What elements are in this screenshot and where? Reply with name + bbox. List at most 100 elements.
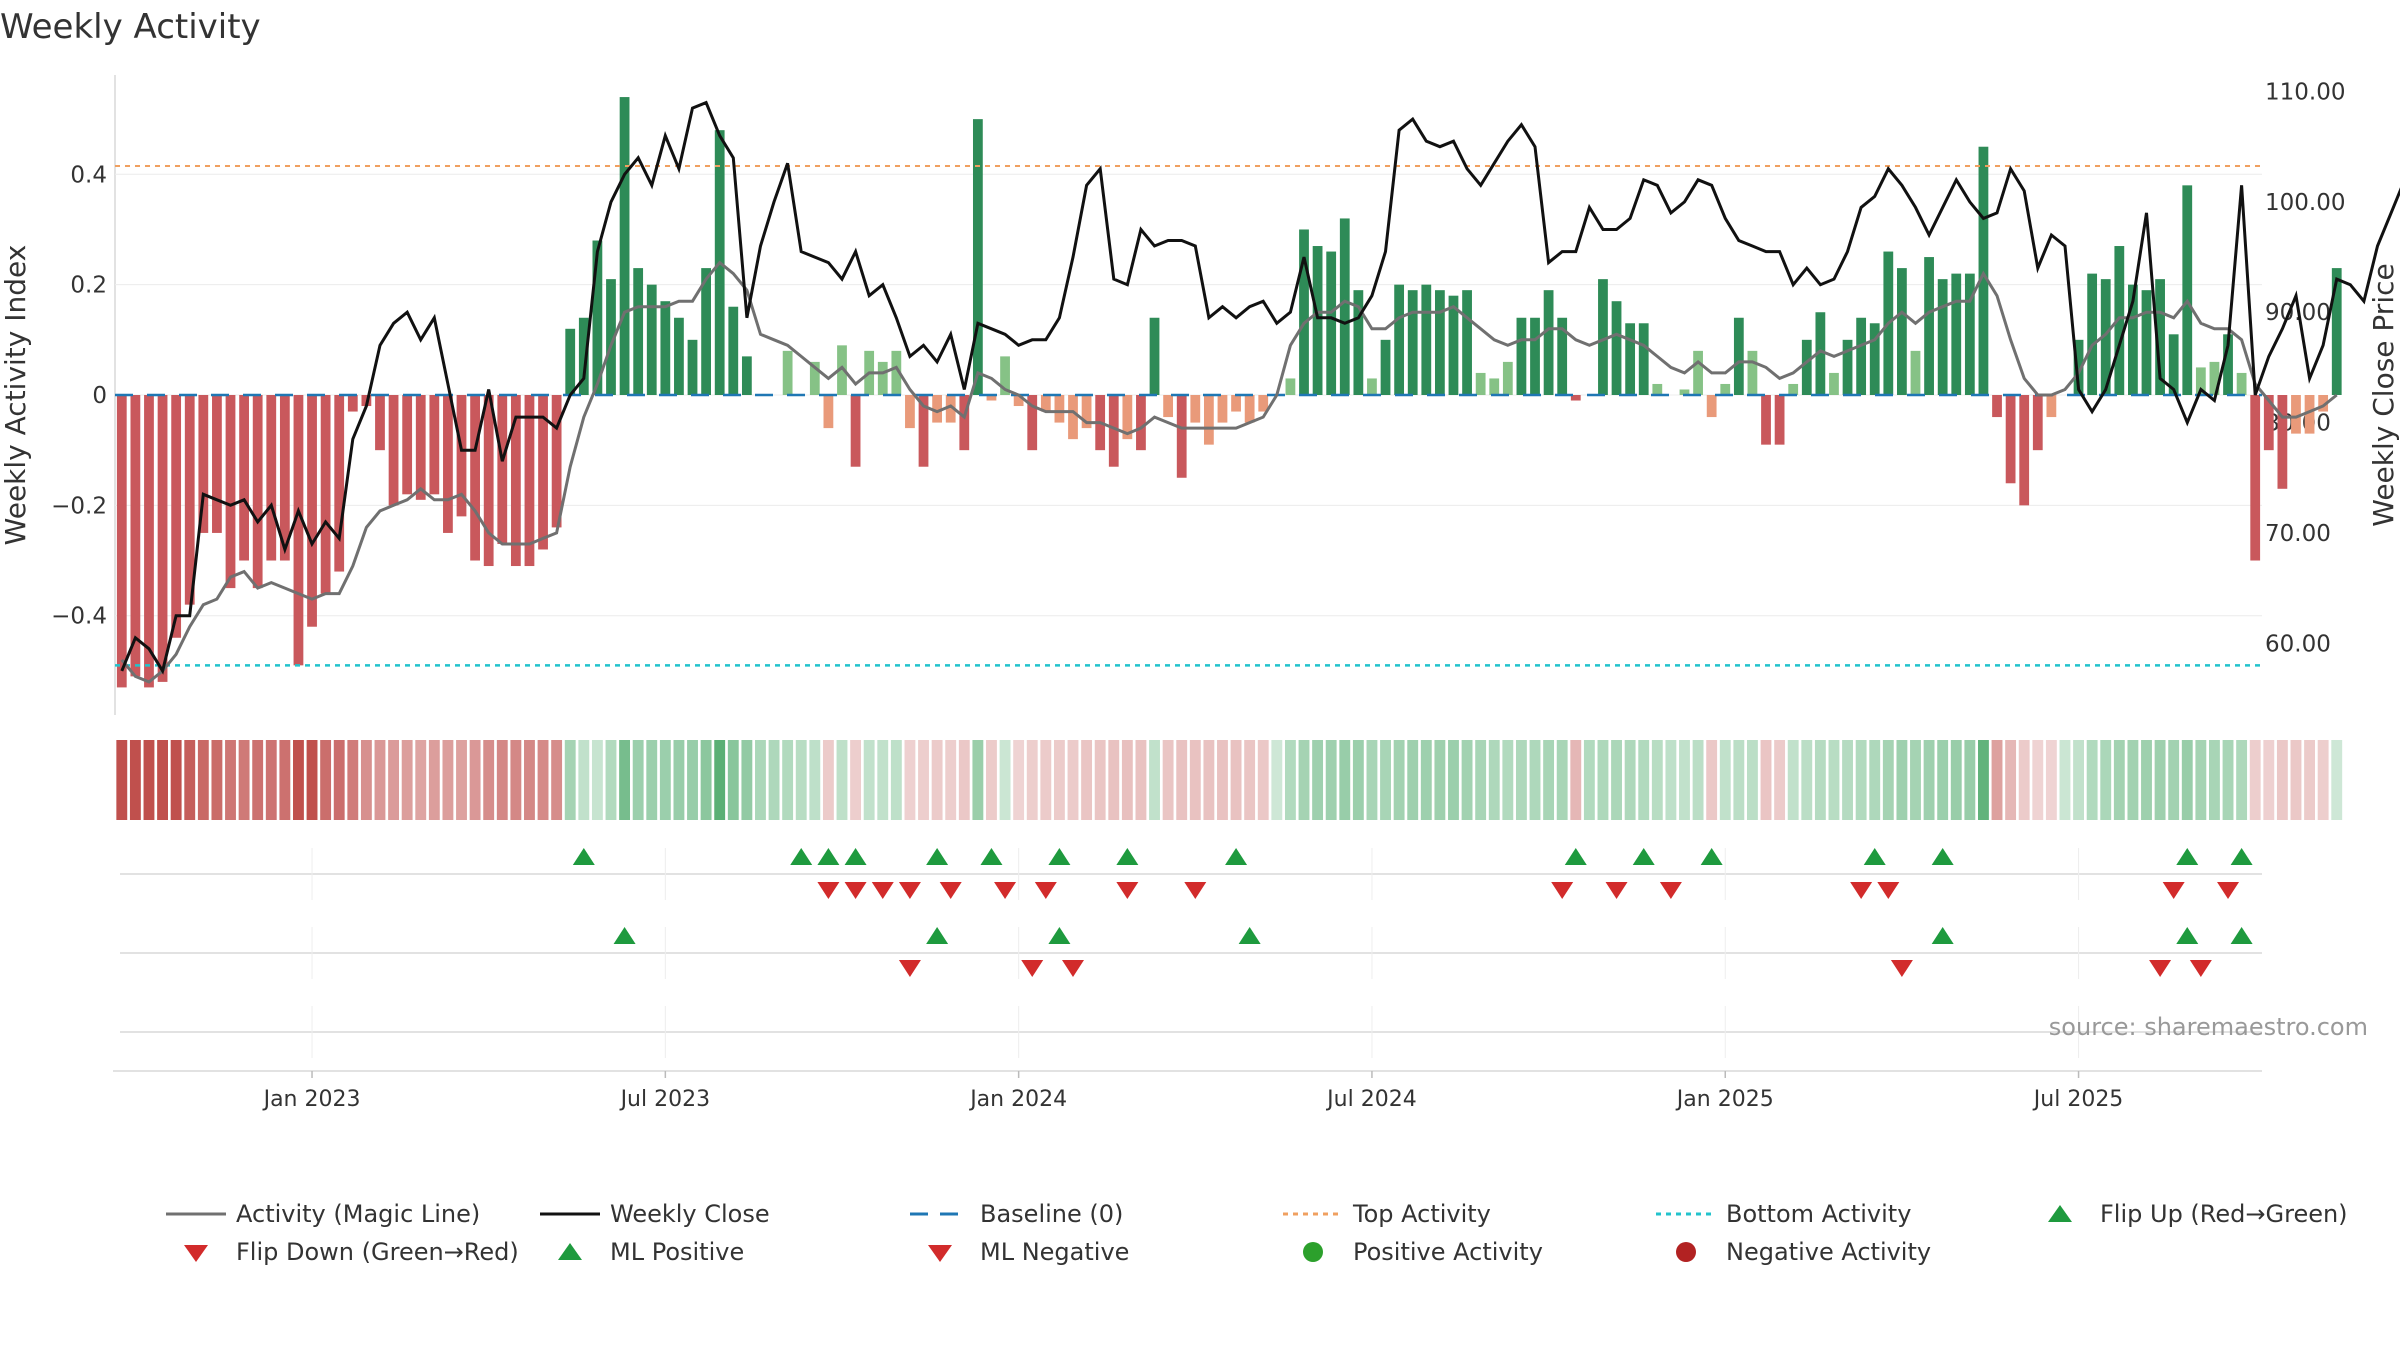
ml-negative-marker bbox=[1061, 960, 1084, 977]
strip-cell bbox=[2032, 740, 2044, 820]
activity-bar bbox=[1598, 279, 1608, 395]
strip-cell bbox=[1896, 740, 1908, 820]
activity-bar bbox=[1801, 339, 1812, 395]
flip-up-marker bbox=[572, 848, 595, 865]
activity-bar bbox=[2263, 395, 2274, 451]
activity-bar bbox=[388, 395, 399, 506]
y-tick-right: 100.00 bbox=[2265, 190, 2345, 216]
activity-bar bbox=[1217, 395, 1228, 423]
strip-cell bbox=[184, 740, 196, 820]
activity-bar bbox=[1897, 268, 1907, 395]
strip-cell bbox=[1339, 740, 1351, 820]
strip-cell bbox=[2141, 740, 2152, 820]
strip-cell bbox=[1869, 740, 1881, 820]
strip-cell bbox=[1991, 740, 2003, 820]
activity-bar bbox=[2195, 367, 2206, 395]
strip-cell bbox=[401, 740, 413, 820]
activity-bar bbox=[945, 395, 956, 423]
activity-bar bbox=[1122, 395, 1133, 440]
magic-line bbox=[120, 260, 2338, 684]
activity-bar bbox=[674, 317, 684, 395]
legend-top-key bbox=[1283, 1202, 1343, 1226]
strip-cell bbox=[1570, 740, 1582, 820]
activity-bar bbox=[116, 395, 127, 688]
strip-cell bbox=[537, 740, 549, 820]
strip-cell bbox=[116, 740, 128, 820]
y-axis-label-left: Weekly Activity Index bbox=[0, 245, 32, 546]
strip-cell bbox=[1366, 740, 1378, 820]
activity-bar bbox=[1652, 383, 1663, 395]
flip-up-marker bbox=[1863, 848, 1886, 865]
activity-bar bbox=[1068, 395, 1078, 440]
activity-bar bbox=[1326, 251, 1337, 395]
strip-cell bbox=[1937, 740, 1949, 820]
strip-cell bbox=[1040, 740, 1052, 820]
flip-down-marker bbox=[1877, 882, 1900, 899]
strip-cell bbox=[1271, 740, 1283, 820]
strip-cell bbox=[1217, 740, 1228, 820]
activity-bar bbox=[1407, 290, 1418, 395]
activity-bar bbox=[728, 306, 739, 395]
legend-flip-down: Flip Down (Green→Red) bbox=[166, 1238, 519, 1266]
strip-cell bbox=[1774, 740, 1786, 820]
activity-bar bbox=[1421, 284, 1432, 395]
strip-cell bbox=[1380, 740, 1391, 820]
strip-cell bbox=[931, 740, 943, 820]
strip-cell bbox=[1651, 740, 1663, 820]
x-axis: Jan 2023 Jul 2023 Jan 2024 Jul 2024 Jan 2025… bbox=[113, 1070, 2262, 1112]
strip-cell bbox=[1081, 740, 1093, 820]
activity-bar bbox=[171, 395, 182, 638]
activity-bar bbox=[2277, 395, 2288, 489]
activity-bar bbox=[959, 395, 970, 451]
strip-cell bbox=[1597, 740, 1609, 820]
ml-negative-marker bbox=[2149, 960, 2172, 977]
flip-up-marker bbox=[1225, 848, 1248, 865]
strip-cell bbox=[2127, 740, 2139, 820]
strip-cell bbox=[2236, 740, 2248, 820]
activity-bar bbox=[1475, 372, 1486, 395]
strip-cell bbox=[2276, 740, 2288, 820]
strip-cell bbox=[768, 740, 780, 820]
strip-cell bbox=[904, 740, 916, 820]
activity-bar bbox=[2046, 395, 2057, 418]
legend-close-label: Weekly Close bbox=[610, 1200, 770, 1228]
strip-cell bbox=[2113, 740, 2125, 820]
activity-bar bbox=[415, 395, 426, 500]
strip-cell bbox=[129, 740, 141, 820]
strip-cell bbox=[2045, 740, 2057, 820]
activity-bar bbox=[1937, 279, 1948, 395]
strip-cell bbox=[456, 740, 467, 820]
strip-cell bbox=[591, 740, 603, 820]
activity-bar bbox=[1489, 378, 1500, 395]
activity-bar bbox=[578, 317, 589, 395]
activity-bar bbox=[157, 395, 168, 682]
activity-bar bbox=[470, 395, 480, 561]
strip-cell bbox=[2100, 740, 2112, 820]
strip-cell bbox=[1706, 740, 1718, 820]
x-tick-label: Jul 2024 bbox=[1325, 1087, 1417, 1112]
strip-cell bbox=[1679, 740, 1690, 820]
activity-bar bbox=[239, 395, 249, 561]
strip-cell bbox=[1053, 740, 1065, 820]
strip-cell bbox=[1448, 740, 1459, 820]
strip-cell bbox=[2331, 740, 2343, 820]
strip-cell bbox=[809, 740, 821, 820]
strip-cell bbox=[1828, 740, 1840, 820]
x-tick-label: Jan 2023 bbox=[262, 1087, 361, 1112]
strip-cell bbox=[347, 740, 359, 820]
activity-bar bbox=[1543, 290, 1554, 395]
flip-down-marker bbox=[871, 882, 894, 899]
activity-bar bbox=[1706, 395, 1717, 418]
activity-bar bbox=[1190, 395, 1201, 423]
legend-bottom-key bbox=[1656, 1202, 1716, 1226]
flip-up-marker bbox=[1931, 848, 1954, 865]
activity-bar bbox=[279, 395, 290, 561]
strip-cell bbox=[850, 740, 862, 820]
ml-positive-marker bbox=[926, 927, 949, 944]
activity-bar bbox=[252, 395, 263, 589]
strip-cell bbox=[1284, 740, 1296, 820]
strip-cell bbox=[551, 740, 563, 820]
strip-cell bbox=[469, 740, 481, 820]
activity-bar bbox=[1040, 395, 1051, 412]
strip-cell bbox=[1420, 740, 1432, 820]
